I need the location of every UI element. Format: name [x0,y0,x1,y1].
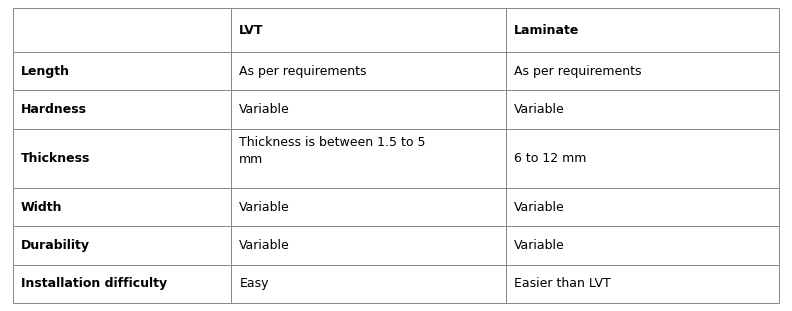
Bar [13,8,231,52]
Text: As per requirements: As per requirements [239,65,367,78]
Bar [13,52,231,91]
Bar [13,188,231,226]
Bar [231,188,505,226]
Text: Thickness is between 1.5 to 5
mm: Thickness is between 1.5 to 5 mm [239,136,426,166]
Bar [231,8,505,52]
Bar [231,265,505,303]
Bar [505,188,779,226]
Text: Variable: Variable [513,239,564,252]
Text: 6 to 12 mm: 6 to 12 mm [513,152,586,165]
Bar [505,265,779,303]
Bar [13,265,231,303]
Text: Hardness: Hardness [21,103,87,116]
Bar [231,226,505,265]
Text: Installation difficulty: Installation difficulty [21,277,167,290]
Bar [505,226,779,265]
Bar [505,129,779,188]
Text: Width: Width [21,201,63,214]
Text: Variable: Variable [513,201,564,214]
Text: Durability: Durability [21,239,90,252]
Bar [231,129,505,188]
Text: Length: Length [21,65,70,78]
Bar [505,91,779,129]
Bar [505,52,779,91]
Bar [13,91,231,129]
Bar [231,91,505,129]
Text: Variable: Variable [239,103,290,116]
Bar [13,129,231,188]
Text: Variable: Variable [239,239,290,252]
Bar [13,226,231,265]
Text: Easier than LVT: Easier than LVT [513,277,611,290]
Text: Variable: Variable [239,201,290,214]
Bar [231,52,505,91]
Text: Variable: Variable [513,103,564,116]
Text: Laminate: Laminate [513,24,579,36]
Text: Easy: Easy [239,277,268,290]
Text: LVT: LVT [239,24,264,36]
Text: Thickness: Thickness [21,152,90,165]
Text: As per requirements: As per requirements [513,65,641,78]
Bar [505,8,779,52]
